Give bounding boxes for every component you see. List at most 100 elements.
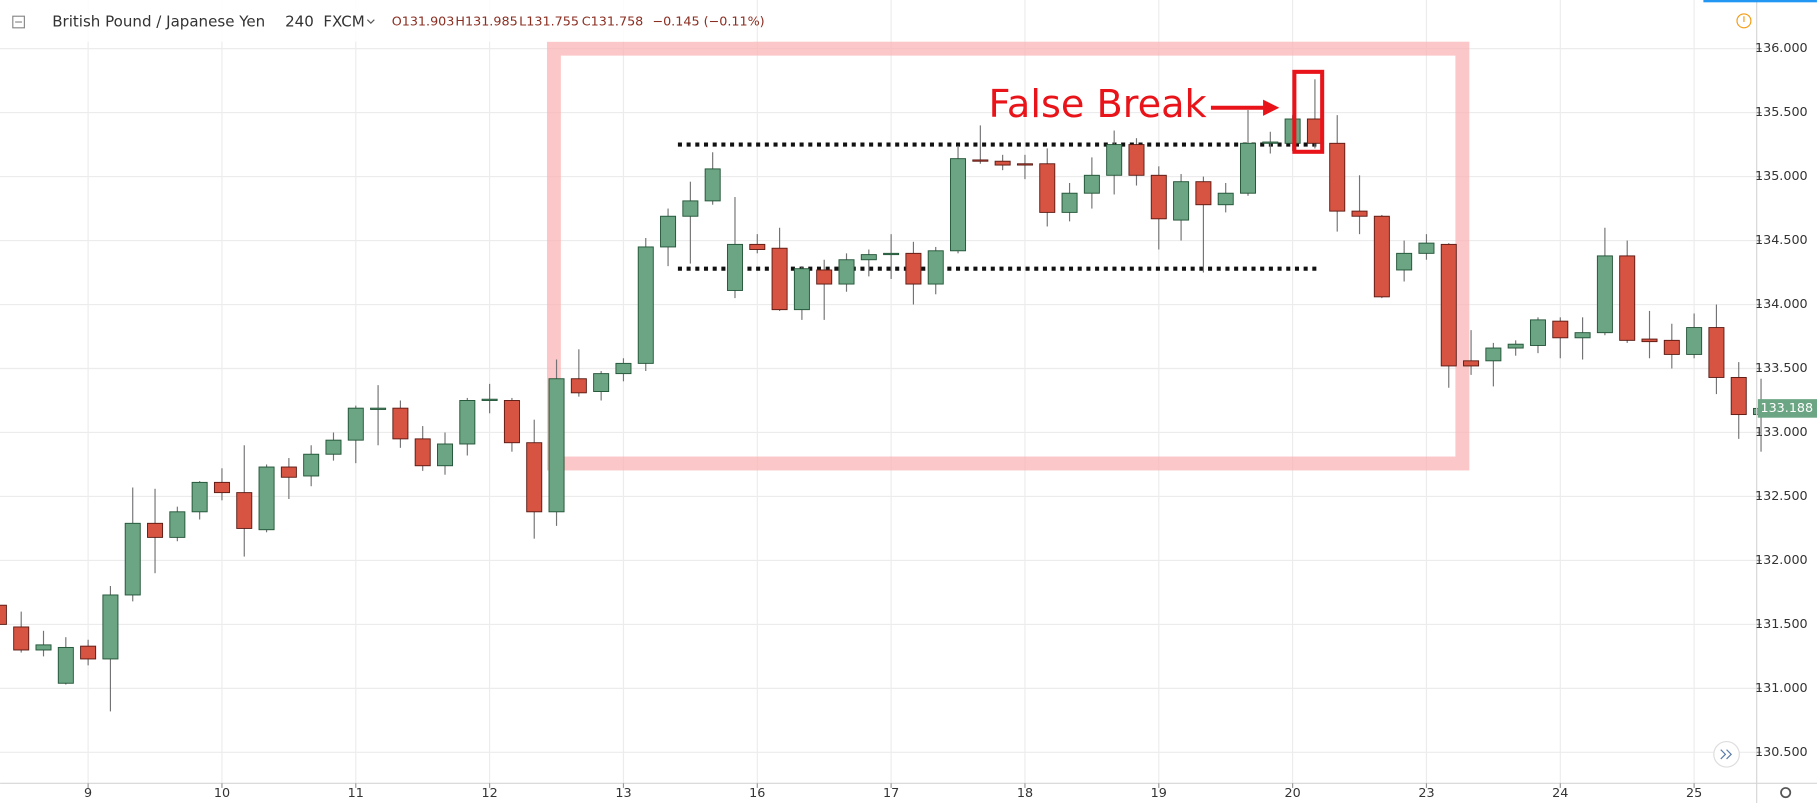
- ohlc-close: C131.758: [582, 15, 644, 30]
- candle-body: [1195, 181, 1212, 206]
- x-tick-label: 20: [1285, 786, 1301, 801]
- candle-body: [102, 594, 119, 660]
- candle-body: [1083, 174, 1100, 194]
- candle-body: [593, 373, 610, 392]
- candle-body: [1173, 181, 1190, 221]
- y-tick-label: 130.500: [1755, 745, 1808, 760]
- candle-body: [280, 466, 297, 478]
- y-tick-label: 134.000: [1755, 297, 1808, 312]
- x-tick-label: 18: [1017, 786, 1033, 801]
- candle-body: [0, 604, 7, 625]
- annotation-arrowhead: [1263, 99, 1280, 116]
- candle-body: [726, 243, 743, 291]
- candle-body: [1061, 192, 1078, 213]
- collapse-button[interactable]: [12, 15, 25, 29]
- candle-body: [459, 400, 476, 445]
- candle-body: [325, 439, 342, 455]
- y-tick-label: 134.500: [1755, 233, 1808, 248]
- candle-body: [1329, 142, 1346, 212]
- x-tick-label: 25: [1686, 786, 1702, 801]
- alert-icon[interactable]: [1736, 13, 1752, 29]
- candle-body: [437, 443, 454, 467]
- candle-body: [1619, 255, 1636, 341]
- candle-body: [1128, 144, 1145, 176]
- symbol[interactable]: British Pound / Japanese Yen: [52, 13, 265, 31]
- candle-body: [972, 159, 989, 162]
- settings-icon[interactable]: [1780, 787, 1792, 799]
- candle-body: [1463, 360, 1480, 367]
- candle-body: [1686, 327, 1703, 355]
- interval[interactable]: 240: [285, 13, 314, 31]
- candle-body: [147, 522, 164, 538]
- x-tick-label: 13: [615, 786, 631, 801]
- x-tick-label: 9: [84, 786, 92, 801]
- range-box: [546, 41, 1470, 471]
- candle-body: [1574, 332, 1591, 339]
- legend-bg: [0, 0, 754, 42]
- y-tick-label: 133.500: [1755, 361, 1808, 376]
- y-tick-label: 132.500: [1755, 489, 1808, 504]
- candle-body: [816, 269, 833, 285]
- top-bar: [1703, 0, 1817, 3]
- candle-body: [191, 481, 208, 513]
- candle-body: [258, 466, 275, 531]
- x-tick-label: 17: [883, 786, 899, 801]
- y-tick-label: 133.000: [1755, 425, 1808, 440]
- y-tick-label: 135.000: [1755, 169, 1808, 184]
- ohlc-high: H131.985: [455, 15, 517, 30]
- candle-body: [1418, 242, 1435, 254]
- candle-body: [213, 481, 230, 494]
- candle-body: [905, 252, 922, 285]
- candles: [0, 79, 1770, 712]
- candle-body: [503, 400, 520, 444]
- x-tick-label: 10: [214, 786, 230, 801]
- candle-body: [1440, 243, 1457, 367]
- y-tick-label: 131.500: [1755, 617, 1808, 632]
- x-tick-label: 24: [1552, 786, 1568, 801]
- last-price-box: [1757, 399, 1817, 418]
- x-tick-label: 12: [482, 786, 498, 801]
- candle-body: [169, 511, 186, 538]
- candle-body: [303, 453, 320, 477]
- x-tick-label: 23: [1418, 786, 1434, 801]
- candle-body: [749, 243, 766, 250]
- candle-body: [1596, 255, 1613, 334]
- exchange[interactable]: FXCM: [323, 13, 364, 31]
- candle-body: [1106, 144, 1123, 176]
- scroll-icon: [1720, 749, 1733, 760]
- candle-body: [704, 168, 721, 202]
- candle-body: [860, 254, 877, 261]
- candle-body: [57, 646, 74, 684]
- candle-body: [793, 268, 810, 311]
- candle-body: [1240, 142, 1257, 194]
- candle-body: [370, 407, 387, 410]
- candle-body: [1730, 376, 1747, 416]
- ohlc-change: −0.145 (−0.11%): [652, 15, 764, 30]
- last-price-label: 133.188: [1760, 401, 1813, 416]
- candle-body: [481, 398, 498, 401]
- x-tick-label: 19: [1151, 786, 1167, 801]
- candle-body: [124, 522, 141, 596]
- candle-body: [1552, 320, 1569, 339]
- candle-body: [414, 438, 431, 467]
- candle-body: [548, 378, 565, 513]
- candle-body: [1217, 192, 1234, 206]
- highlight-box: [1292, 69, 1325, 154]
- ohlc-low: L131.755: [519, 15, 579, 30]
- candle-body: [570, 378, 587, 394]
- candle-body: [1262, 141, 1279, 144]
- exchange-chevron: [366, 19, 375, 24]
- candle-body: [1016, 163, 1033, 166]
- candle-body: [1039, 163, 1056, 213]
- candle-body: [883, 252, 900, 256]
- candle-body: [771, 247, 788, 311]
- scroll-button[interactable]: [1713, 741, 1740, 768]
- candle-body: [347, 407, 364, 441]
- candle-body: [615, 362, 632, 375]
- candle-body: [1663, 339, 1680, 355]
- candle-body: [80, 645, 97, 660]
- axes: 130.500 131.000 131.500 132.000 132.500 133.0…: [84, 41, 1817, 801]
- candle-body: [35, 644, 52, 651]
